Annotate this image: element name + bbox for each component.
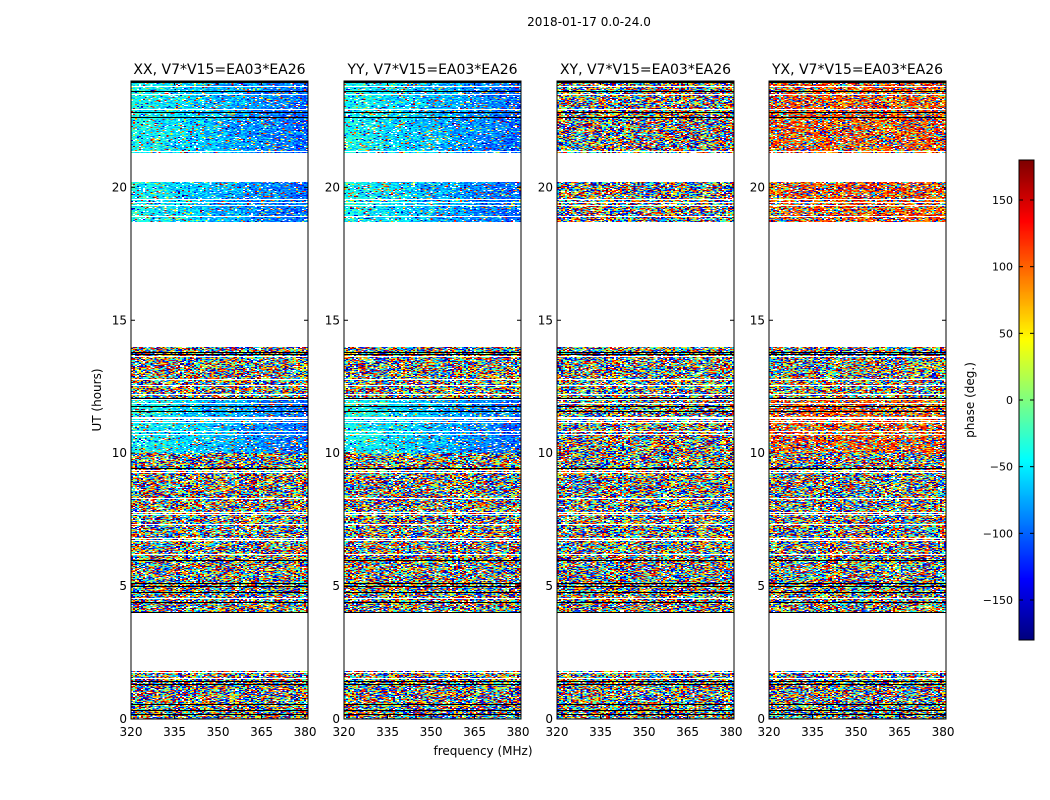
x-tick-label: 380 (720, 725, 743, 739)
y-tick-label: 0 (119, 712, 127, 726)
figure-suptitle: 2018-01-17 0.0-24.0 (527, 15, 651, 29)
colorbar-tick-label: −50 (990, 461, 1013, 474)
y-tick-label: 20 (325, 180, 340, 194)
panel-yy-heatmap (344, 81, 521, 719)
panels-overlay: XX, V7*V15=EA03*EA26 320 335 350 365 380 0 5 10 1… (112, 62, 955, 739)
y-tick-label: 10 (750, 446, 765, 460)
y-tick-label: 5 (757, 579, 765, 593)
x-tick-label: 380 (507, 725, 530, 739)
colorbar-tick-label: 50 (999, 327, 1013, 340)
x-tick-label: 350 (420, 725, 443, 739)
panel-xx-title: XX, V7*V15=EA03*EA26 (133, 62, 305, 78)
y-axis-label: UT (hours) (90, 368, 104, 431)
panel-xy-frame (556, 80, 735, 720)
x-tick-label: 380 (932, 725, 955, 739)
colorbar-tick-label: 150 (992, 194, 1013, 207)
x-tick-label: 350 (633, 725, 656, 739)
x-tick-label: 350 (845, 725, 868, 739)
panel-yx-heatmap (769, 81, 946, 719)
panel-yy-title: YY, V7*V15=EA03*EA26 (346, 62, 517, 78)
x-tick-label: 320 (546, 725, 569, 739)
colorbar-tick-label: −100 (983, 527, 1013, 540)
y-tick-label: 10 (325, 446, 340, 460)
x-tick-label: 335 (589, 725, 612, 739)
panel-xy-title: XY, V7*V15=EA03*EA26 (560, 62, 731, 78)
y-tick-label: 20 (538, 180, 553, 194)
y-tick-label: 5 (545, 579, 553, 593)
y-tick-label: 5 (119, 579, 127, 593)
x-tick-label: 335 (801, 725, 824, 739)
y-tick-label: 10 (112, 446, 127, 460)
colorbar-tick-label: −150 (983, 594, 1013, 607)
y-tick-label: 0 (332, 712, 340, 726)
y-tick-label: 5 (332, 579, 340, 593)
y-tick-label: 15 (112, 313, 127, 327)
x-tick-label: 320 (120, 725, 143, 739)
colorbar-tick-label: 0 (1006, 394, 1013, 407)
x-tick-label: 335 (163, 725, 186, 739)
y-tick-label: 0 (545, 712, 553, 726)
y-tick-label: 10 (538, 446, 553, 460)
x-tick-label: 335 (376, 725, 399, 739)
y-tick-label: 20 (750, 180, 765, 194)
colorbar-gradient (1019, 160, 1034, 640)
panel-yy-frame (343, 80, 522, 720)
y-tick-label: 15 (750, 313, 765, 327)
y-tick-label: 15 (325, 313, 340, 327)
colorbar-label: phase (deg.) (963, 362, 977, 438)
x-tick-label: 365 (463, 725, 486, 739)
x-tick-label: 350 (207, 725, 230, 739)
colorbar-tick-label: 100 (992, 261, 1013, 274)
y-tick-label: 15 (538, 313, 553, 327)
x-tick-label: 365 (250, 725, 273, 739)
x-tick-label: 365 (676, 725, 699, 739)
panel-yx-title: YX, V7*V15=EA03*EA26 (771, 62, 943, 78)
x-tick-label: 380 (294, 725, 317, 739)
y-tick-label: 0 (757, 712, 765, 726)
x-axis-label: frequency (MHz) (433, 744, 532, 758)
y-tick-label: 20 (112, 180, 127, 194)
panel-xy-heatmap (557, 81, 734, 719)
colorbar-axis: −150 −100 −50 0 50 100 150 (983, 159, 1035, 641)
x-tick-label: 365 (888, 725, 911, 739)
panel-xx-frame (130, 80, 309, 720)
panel-yx-frame (768, 80, 947, 720)
x-tick-label: 320 (333, 725, 356, 739)
panel-xx-heatmap (131, 81, 308, 719)
x-tick-label: 320 (758, 725, 781, 739)
